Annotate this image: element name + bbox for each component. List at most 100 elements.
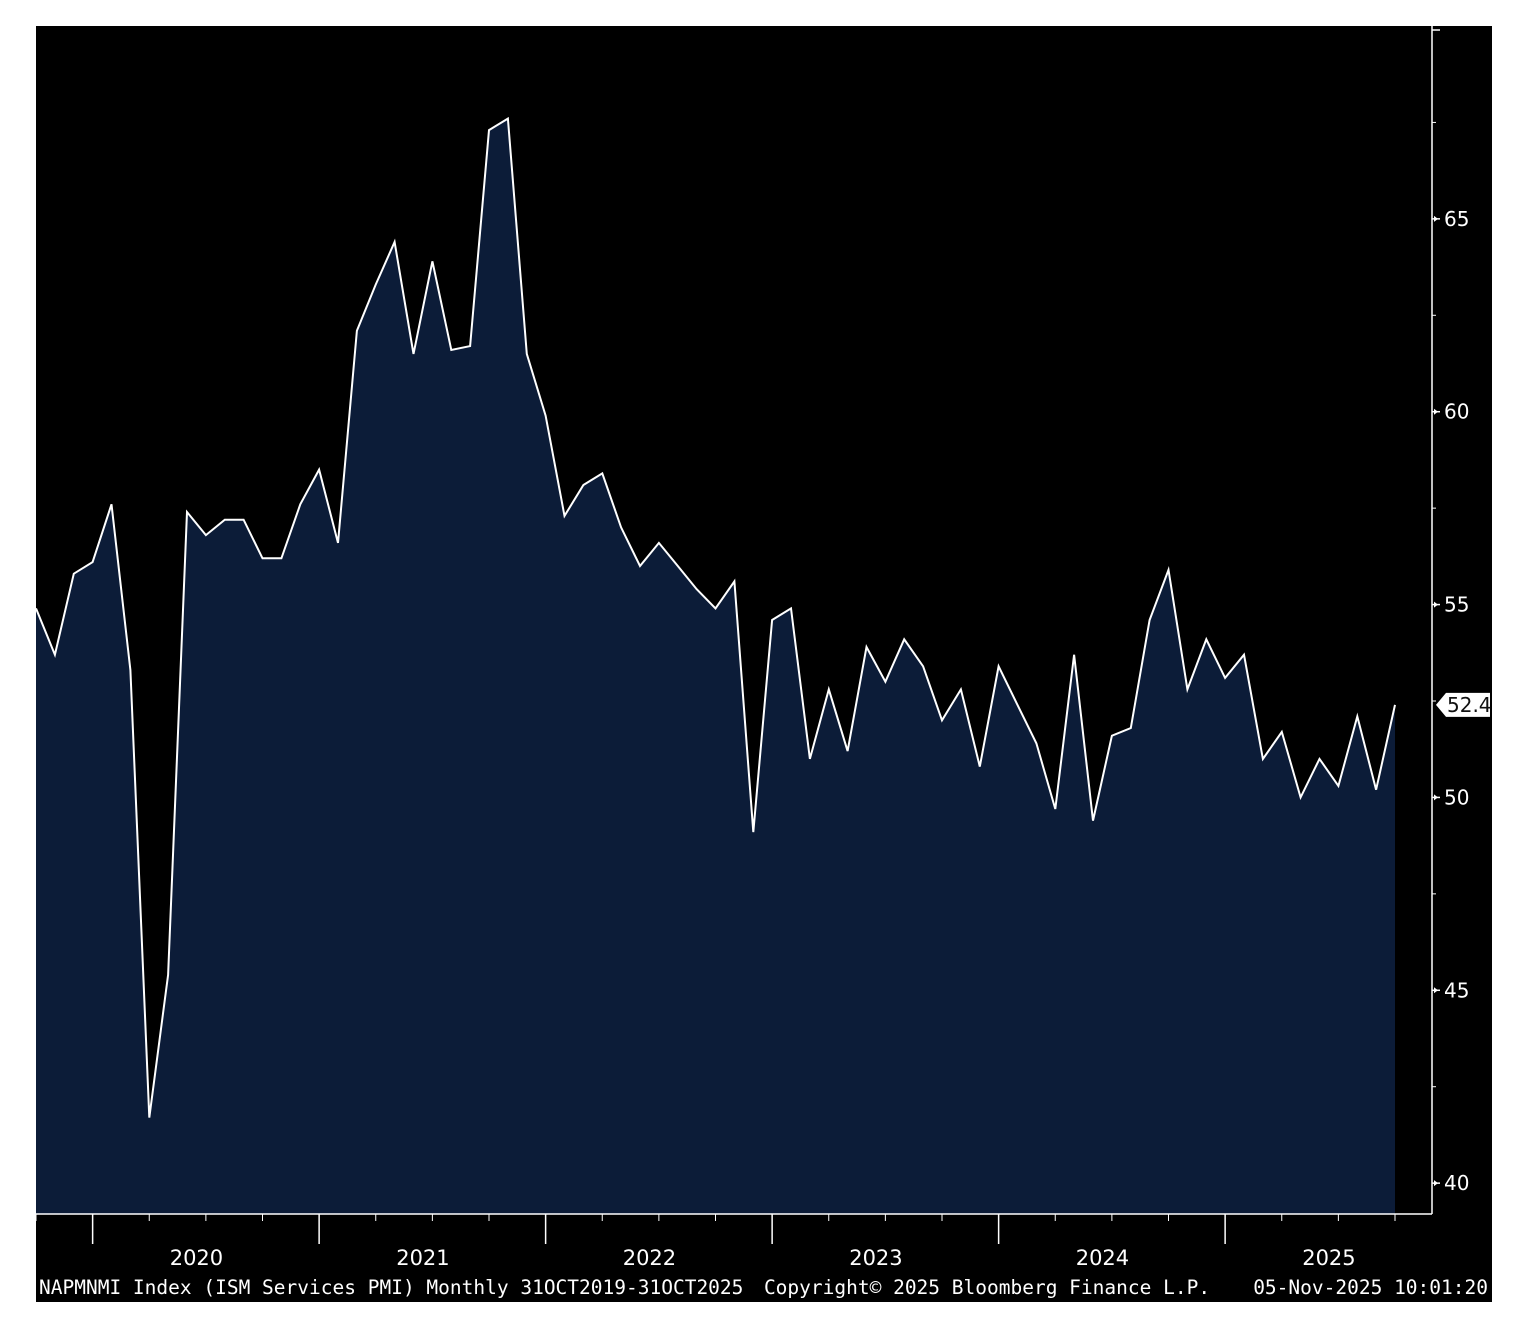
y-tick-arrow (1434, 1180, 1438, 1187)
data-point-2025-01 (1223, 676, 1227, 680)
y-tick-arrow (1434, 987, 1438, 994)
data-point-2022-08 (676, 564, 680, 568)
y-tick-arrow (1434, 408, 1438, 415)
data-point-2022-11 (732, 579, 736, 583)
data-point-2021-12 (525, 352, 529, 356)
y-tick-label: 65 (1444, 207, 1469, 231)
data-point-2020-06 (185, 510, 189, 514)
data-point-2022-01 (544, 414, 548, 418)
data-point-2023-05 (846, 749, 850, 753)
data-point-2023-10 (940, 718, 944, 722)
data-point-2022-10 (714, 606, 718, 610)
data-point-2024-12 (1204, 637, 1208, 641)
data-point-2020-05 (166, 973, 170, 977)
data-point-2023-06 (865, 645, 869, 649)
data-point-2023-09 (921, 664, 925, 668)
data-point-2020-04 (147, 1116, 151, 1120)
last-value-badge (1436, 692, 1490, 717)
footer: NAPMNMI Index (ISM Services PMI) Monthly… (39, 1276, 1488, 1299)
data-point-2020-11 (279, 556, 283, 560)
data-point-2024-08 (1129, 726, 1133, 730)
last-value-label: 52.4 (1447, 693, 1492, 717)
data-point-2023-01 (770, 618, 774, 622)
data-point-2024-05 (1072, 653, 1076, 657)
data-point-2025-06 (1318, 757, 1322, 761)
data-point-2025-05 (1299, 795, 1303, 799)
y-tick-arrow (1434, 601, 1438, 608)
footer-timestamp: 05-Nov-2025 10:01:20 (1253, 1276, 1488, 1299)
data-point-2025-02 (1242, 653, 1246, 657)
data-point-2023-12 (978, 765, 982, 769)
data-point-2023-03 (808, 757, 812, 761)
data-point-2019-10 (34, 606, 38, 610)
data-point-2025-10 (1393, 703, 1397, 707)
data-point-2019-12 (72, 572, 76, 576)
data-point-2020-03 (128, 668, 132, 672)
data-point-2025-04 (1280, 730, 1284, 734)
data-point-2021-11 (506, 117, 510, 121)
data-point-2024-03 (1034, 741, 1038, 745)
data-point-2022-05 (619, 525, 623, 529)
data-point-2023-11 (959, 687, 963, 691)
data-point-2023-04 (827, 687, 831, 691)
data-point-2021-02 (336, 541, 340, 545)
data-point-2020-01 (91, 560, 95, 564)
data-point-2023-08 (902, 637, 906, 641)
data-point-2020-08 (223, 518, 227, 522)
data-point-2024-04 (1053, 807, 1057, 811)
x-year-label: 2020 (170, 1246, 223, 1270)
data-point-2021-08 (449, 348, 453, 352)
data-point-2019-11 (53, 653, 57, 657)
data-point-2021-07 (430, 259, 434, 263)
x-year-label: 2022 (623, 1246, 676, 1270)
data-point-2024-06 (1091, 819, 1095, 823)
data-point-2021-09 (468, 344, 472, 348)
data-point-2021-01 (317, 468, 321, 472)
data-point-2020-09 (242, 518, 246, 522)
data-point-2022-02 (563, 514, 567, 518)
data-point-2021-03 (355, 329, 359, 333)
y-tick-label: 40 (1444, 1171, 1469, 1195)
data-point-2024-07 (1110, 734, 1114, 738)
y-tick-label: 45 (1444, 978, 1469, 1002)
data-point-2022-07 (657, 541, 661, 545)
data-point-2022-12 (751, 830, 755, 834)
plot-area (34, 116, 1397, 1215)
data-point-2024-11 (1185, 687, 1189, 691)
data-point-2024-02 (1016, 703, 1020, 707)
y-tick-label: 60 (1444, 400, 1469, 424)
data-point-2024-09 (1148, 618, 1152, 622)
data-point-2022-09 (695, 587, 699, 591)
data-point-2020-12 (298, 502, 302, 506)
y-tick-arrow (1434, 215, 1438, 222)
data-point-2020-07 (204, 533, 208, 537)
x-year-label: 2024 (1076, 1246, 1129, 1270)
footer-source: NAPMNMI Index (ISM Services PMI) Monthly… (39, 1276, 743, 1299)
series-area (36, 118, 1395, 1215)
data-point-2024-01 (997, 664, 1001, 668)
x-year-label: 2021 (396, 1246, 449, 1270)
data-point-2023-07 (883, 680, 887, 684)
x-year-label: 2023 (849, 1246, 902, 1270)
data-point-2022-04 (600, 471, 604, 475)
y-tick-label: 50 (1444, 785, 1469, 809)
data-point-2021-05 (393, 240, 397, 244)
data-point-2024-10 (1167, 568, 1171, 572)
data-point-2025-03 (1261, 757, 1265, 761)
series-line (35, 116, 1396, 1118)
data-point-2022-03 (581, 483, 585, 487)
data-point-2022-06 (638, 564, 642, 568)
data-point-2021-10 (487, 128, 491, 132)
x-year-label: 2025 (1302, 1246, 1355, 1270)
y-axis: 40 45 50 55 60 65 52.4 (1431, 26, 1492, 1214)
data-point-2025-09 (1374, 788, 1378, 792)
data-point-2021-04 (374, 282, 378, 286)
data-point-2020-02 (110, 502, 114, 506)
footer-copyright: Copyright© 2025 Bloomberg Finance L.P. (764, 1276, 1210, 1299)
data-point-2023-02 (789, 606, 793, 610)
y-tick-label: 55 (1444, 593, 1469, 617)
data-point-2025-08 (1355, 714, 1359, 718)
data-point-2025-07 (1336, 784, 1340, 788)
x-axis: 2020 2021 2022 2023 2024 2025 (35, 1213, 1432, 1270)
